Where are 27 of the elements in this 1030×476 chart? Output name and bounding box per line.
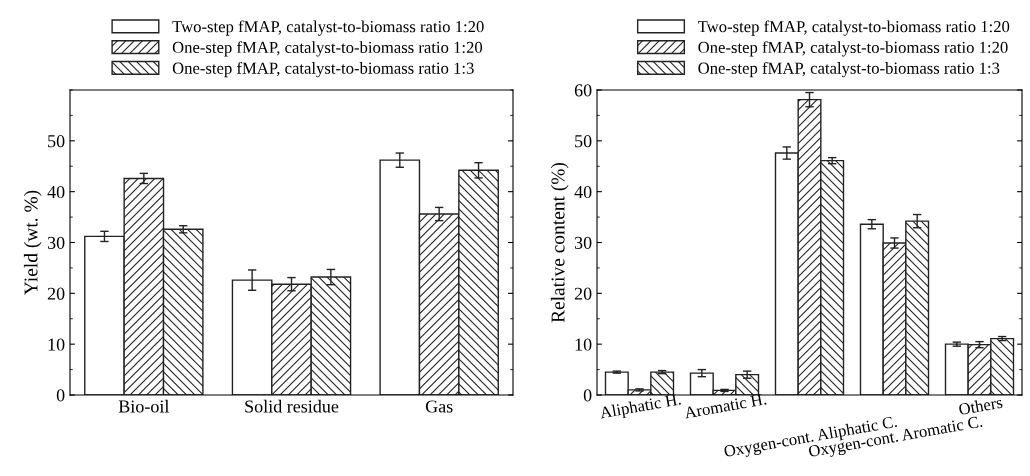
y-tick-label: 40 bbox=[574, 185, 592, 199]
x-tick-label: Solid residue bbox=[245, 399, 339, 413]
y-tick-label: 60 bbox=[574, 84, 592, 97]
y-tick-label: 30 bbox=[574, 236, 592, 249]
y-tick-label: 50 bbox=[48, 135, 65, 148]
legend-label: Two-step fMAP, catalyst-to-biomass ratio 1:20 bbox=[697, 20, 1010, 36]
y-axis-title: Relative content (%) bbox=[550, 162, 569, 323]
legend-label: One-step fMAP, catalyst-to-biomass ratio 1:20 bbox=[698, 41, 1008, 57]
y-tick-label: 30 bbox=[47, 236, 65, 249]
x-tick-label: Aliphatic H. bbox=[599, 392, 682, 422]
y-tick-label: 50 bbox=[575, 135, 592, 148]
x-tick-label: Bio-oil bbox=[118, 399, 170, 413]
y-tick-label: 40 bbox=[47, 185, 65, 199]
y-tick-label: 0 bbox=[583, 389, 592, 402]
y-tick-label: 20 bbox=[574, 287, 592, 300]
y-tick-label: 0 bbox=[56, 389, 65, 402]
y-tick-label: 10 bbox=[48, 338, 65, 351]
legend-label: One-step fMAP, catalyst-to-biomass ratio 1:3 bbox=[698, 61, 1000, 78]
y-tick-label: 20 bbox=[47, 287, 65, 300]
legend-label: Two-step fMAP, catalyst-to-biomass ratio 1:20 bbox=[172, 20, 484, 36]
legend-label: One-step fMAP, catalyst-to-biomass ratio 1:3 bbox=[172, 61, 474, 78]
legend-label: One-step fMAP, catalyst-to-biomass ratio 1:20 bbox=[172, 41, 483, 57]
x-tick-label: Others bbox=[958, 396, 1003, 416]
y-tick-label: 10 bbox=[575, 338, 592, 351]
x-tick-label: Aromatic H. bbox=[683, 393, 767, 419]
x-tick-label: Gas bbox=[425, 400, 453, 413]
y-axis-title: Yield (wt. %) bbox=[23, 190, 42, 295]
